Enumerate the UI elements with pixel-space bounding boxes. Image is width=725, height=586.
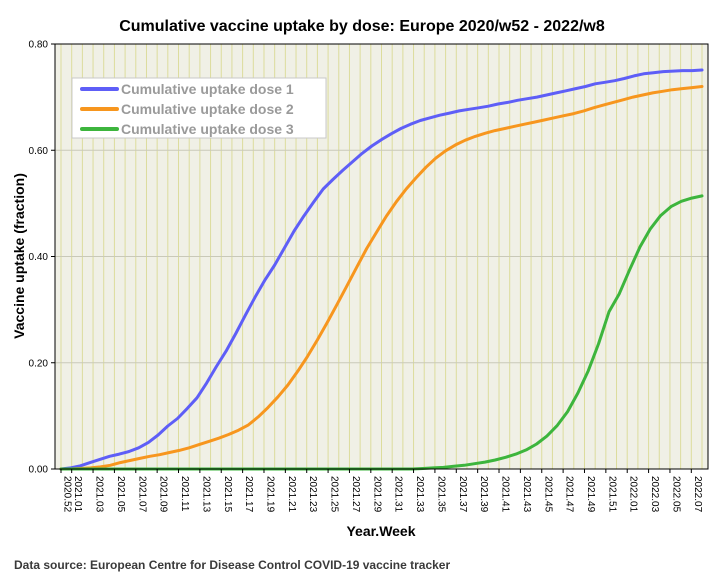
x-tick-label: 2021.31 (393, 476, 404, 513)
y-tick-label: 0.20 (29, 358, 49, 369)
x-tick-label: 2021.15 (222, 476, 233, 513)
x-tick-label: 2021.23 (307, 476, 318, 513)
x-tick-label: 2021.03 (94, 476, 105, 513)
x-tick-label: 2021.39 (478, 476, 489, 513)
x-tick-label: 2021.09 (158, 476, 169, 513)
x-tick-label: 2021.07 (136, 476, 147, 513)
x-tick-label: 2021.19 (264, 476, 275, 513)
x-tick-label: 2021.47 (564, 476, 575, 513)
y-tick-label: 0.00 (29, 465, 49, 476)
y-tick-label: 0.40 (29, 252, 49, 263)
x-tick-label: 2022.07 (692, 476, 703, 513)
x-tick-label: 2021.51 (606, 476, 617, 513)
x-tick-label: 2020.52 (62, 476, 73, 513)
legend-label-dose-2: Cumulative uptake dose 2 (121, 101, 294, 117)
x-axis: 2020.52 2021.01 2021.03 2021.05 2021.07 2021.… (60, 469, 703, 513)
x-tick-label: 2021.33 (414, 476, 425, 513)
x-tick-label: 2021.45 (542, 476, 553, 513)
x-tick-label: 2021.05 (115, 476, 126, 513)
series-line-dose-2 (59, 85, 704, 471)
y-tick-label: 0.80 (29, 40, 49, 51)
x-tick-label: 2021.41 (500, 476, 511, 513)
x-tick-label: 2022.03 (649, 476, 660, 513)
legend: Cumulative uptake dose 1 Cumulative uptak… (71, 77, 327, 139)
x-tick-label: 2021.25 (329, 476, 340, 513)
data-source-note: Data source: European Centre for Disease… (14, 558, 450, 572)
x-tick-label: 2021.37 (457, 476, 468, 513)
y-tick-label: 0.60 (29, 146, 49, 157)
x-tick-label: 2022.05 (670, 476, 681, 513)
x-tick-label: 2021.29 (371, 476, 382, 513)
x-tick-label: 2022.01 (628, 476, 639, 513)
x-tick-label: 2021.11 (179, 476, 190, 512)
x-axis-title: Year.Week (346, 523, 415, 539)
y-axis-title: Vaccine uptake (fraction) (11, 173, 27, 339)
legend-label-dose-3: Cumulative uptake dose 3 (121, 121, 294, 137)
x-tick-label: 2021.13 (200, 476, 211, 513)
x-tick-label: 2021.43 (521, 476, 532, 513)
legend-label-dose-1: Cumulative uptake dose 1 (121, 81, 294, 97)
chart-title: Cumulative vaccine uptake by dose: Europ… (119, 18, 605, 35)
x-tick-label: 2021.27 (350, 476, 361, 513)
x-tick-label: 2021.21 (286, 476, 297, 513)
x-tick-label: 2021.35 (435, 476, 446, 513)
x-tick-label: 2021.01 (72, 476, 83, 513)
series-line-dose-1 (59, 68, 704, 471)
x-tick-label: 2021.49 (585, 476, 596, 513)
y-axis: 0.00 0.20 0.40 0.60 0.80 (29, 40, 55, 476)
x-tick-label: 2021.17 (243, 476, 254, 513)
